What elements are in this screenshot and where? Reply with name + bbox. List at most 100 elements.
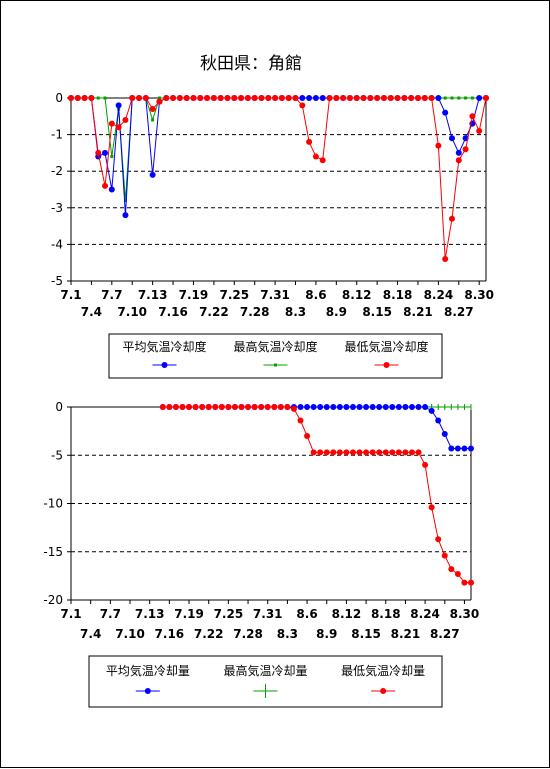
data-point <box>382 449 389 456</box>
data-point <box>389 449 396 456</box>
data-point <box>448 135 455 142</box>
data-point <box>225 404 232 410</box>
y-tick-label: -1 <box>51 128 63 142</box>
data-point <box>415 404 422 410</box>
x-tick-label: 7.22 <box>199 305 229 319</box>
data-point <box>231 95 238 101</box>
data-point <box>363 404 370 410</box>
data-point <box>461 579 468 586</box>
data-point <box>483 95 489 101</box>
data-point <box>251 404 258 410</box>
data-point <box>401 95 408 101</box>
data-point <box>272 95 279 101</box>
data-point <box>258 95 265 101</box>
x-tick-label: 7.28 <box>233 627 263 641</box>
legend-marker <box>161 362 168 368</box>
x-tick-label: 8.27 <box>444 305 474 319</box>
x-tick-label: 7.4 <box>81 305 102 319</box>
data-point <box>455 157 462 164</box>
data-point <box>382 404 389 410</box>
data-point <box>319 157 326 164</box>
data-point <box>136 95 143 101</box>
data-point <box>312 153 319 160</box>
chart-cooling-degree: 0 -1 -2 -3 -4 -57.1 7.7 7.13 7.19 7.25 7.31 8.6 8.12… <box>51 91 494 379</box>
data-point <box>333 95 340 101</box>
x-tick-label: 8.30 <box>450 607 480 621</box>
data-point <box>394 95 401 101</box>
data-point <box>356 404 363 410</box>
x-tick-label: 8.27 <box>430 627 460 641</box>
x-tick-label: 8.15 <box>351 627 381 641</box>
data-point <box>166 404 173 410</box>
legend-label: 最高気温冷却量 <box>223 663 307 678</box>
x-tick-label: 8.6 <box>305 288 326 302</box>
data-point <box>360 95 367 101</box>
data-point <box>448 445 455 452</box>
data-point <box>231 404 238 410</box>
data-point <box>290 405 297 412</box>
data-point <box>244 95 251 101</box>
data-point <box>317 404 324 410</box>
data-point <box>442 256 449 263</box>
data-point <box>199 404 206 410</box>
data-point <box>421 95 428 101</box>
data-point <box>251 95 258 101</box>
data-point <box>156 98 163 105</box>
data-point <box>408 449 415 456</box>
data-point <box>349 404 356 410</box>
data-point <box>363 449 370 456</box>
data-point <box>95 149 102 156</box>
data-point <box>172 404 179 410</box>
data-point <box>115 102 122 109</box>
x-tick-label: 8.9 <box>326 305 347 319</box>
x-tick-label: 7.22 <box>194 627 224 641</box>
data-point <box>369 449 376 456</box>
x-tick-label: 7.7 <box>100 607 121 621</box>
x-tick-label: 7.1 <box>60 607 81 621</box>
legend-box <box>88 655 443 708</box>
data-point <box>448 215 455 222</box>
data-point <box>292 95 299 101</box>
data-point <box>157 96 161 100</box>
data-point <box>304 432 311 439</box>
data-point <box>258 404 265 410</box>
x-tick-label: 7.28 <box>240 305 270 319</box>
data-point <box>356 449 363 456</box>
x-tick-label: 8.18 <box>383 288 413 302</box>
x-tick-label: 7.19 <box>179 288 209 302</box>
data-point <box>129 95 136 101</box>
data-point <box>265 95 272 101</box>
data-point <box>468 579 474 586</box>
x-tick-label: 8.18 <box>371 607 401 621</box>
legend-marker <box>144 688 151 694</box>
data-point <box>380 95 387 101</box>
data-point <box>462 146 469 153</box>
data-point <box>186 404 193 410</box>
data-point <box>469 113 476 120</box>
data-point <box>299 102 306 109</box>
data-point <box>122 116 129 123</box>
x-tick-label: 7.31 <box>260 288 290 302</box>
data-point <box>205 404 212 410</box>
data-point <box>306 138 313 145</box>
data-point <box>163 95 170 101</box>
x-tick-label: 8.21 <box>403 305 433 319</box>
x-tick-label: 7.25 <box>214 607 244 621</box>
x-tick-label: 7.16 <box>158 305 188 319</box>
data-point <box>123 198 127 202</box>
y-tick-label: -3 <box>51 201 63 215</box>
data-point <box>149 105 156 112</box>
data-point <box>224 95 231 101</box>
x-tick-label: 7.19 <box>174 607 204 621</box>
x-tick-label: 8.3 <box>277 627 298 641</box>
data-point <box>149 171 156 178</box>
data-point <box>422 461 429 468</box>
data-point <box>454 570 461 577</box>
data-point <box>68 95 74 101</box>
data-point <box>212 404 219 410</box>
y-tick-label: -10 <box>43 497 63 511</box>
data-point <box>353 95 360 101</box>
data-point <box>323 404 330 410</box>
data-point <box>443 96 447 100</box>
data-point <box>395 404 402 410</box>
